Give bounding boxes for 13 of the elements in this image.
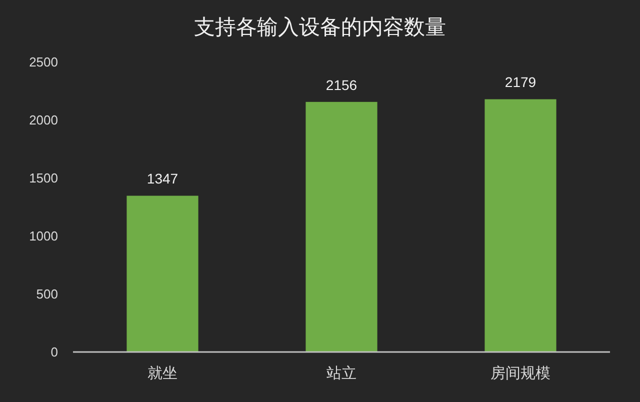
title: 支持各输入设备的内容数量 [194, 16, 446, 39]
y-tick-label: 500 [36, 286, 58, 302]
y-tick-label: 0 [50, 344, 58, 360]
x-tick-label: 站立 [326, 365, 356, 382]
data-label: 1347 [146, 170, 178, 187]
x-tick-label: 房间规模 [490, 365, 550, 382]
data-label: 2179 [504, 74, 536, 90]
y-tick-label: 2500 [29, 54, 58, 70]
y-tick-label: 1000 [29, 228, 58, 244]
x-tick-label: 就坐 [148, 365, 178, 382]
data-label: 2156 [326, 76, 358, 93]
y-tick-label: 2000 [29, 112, 58, 128]
y-tick-label: 1500 [29, 170, 58, 186]
